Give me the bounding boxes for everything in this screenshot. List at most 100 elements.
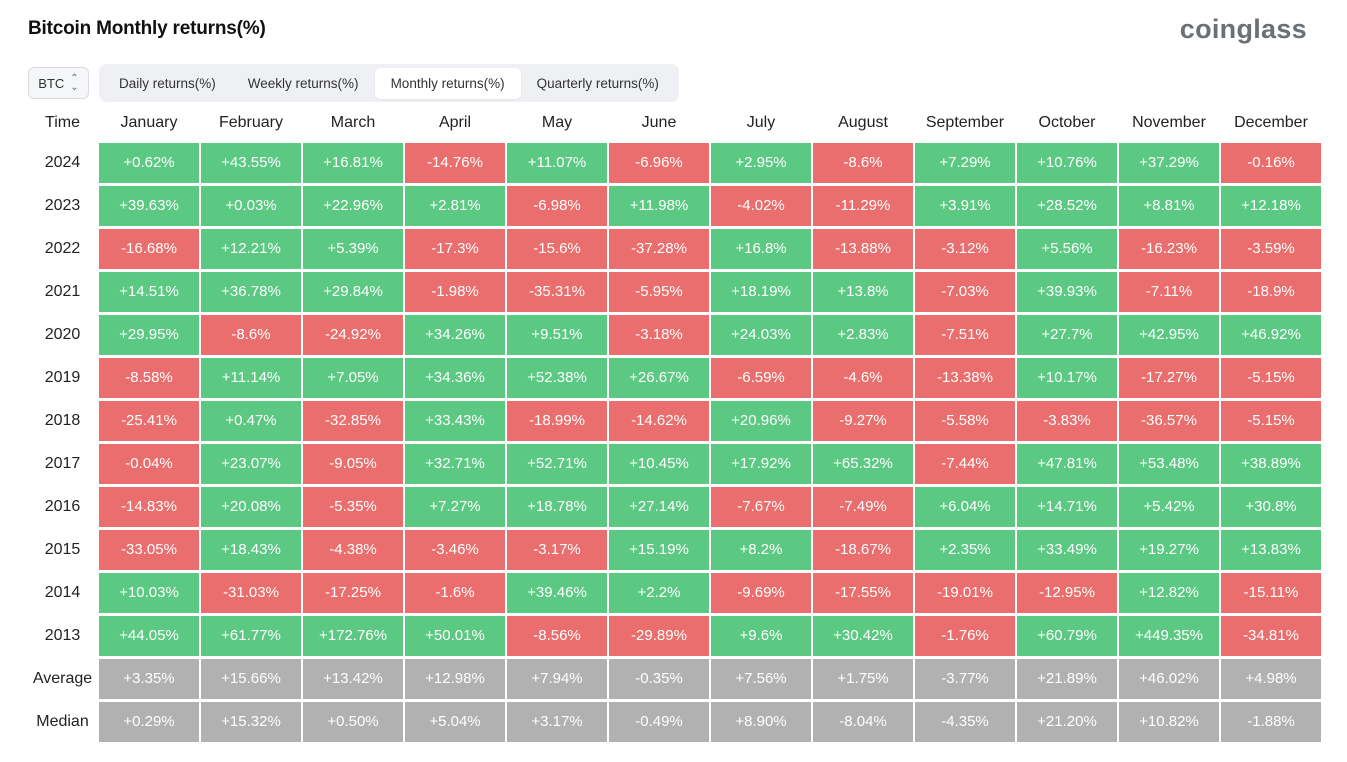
return-cell: +33.49% xyxy=(1017,530,1117,570)
year-row-label: 2016 xyxy=(44,498,81,515)
year-row-label: 2015 xyxy=(44,541,81,558)
return-cell: -34.81% xyxy=(1221,616,1321,656)
return-cell: +11.14% xyxy=(201,358,301,398)
return-cell: -37.28% xyxy=(609,229,709,269)
return-cell: +33.43% xyxy=(405,401,505,441)
column-header-month: February xyxy=(218,114,284,131)
return-cell: -1.6% xyxy=(405,573,505,613)
return-cell: +12.21% xyxy=(201,229,301,269)
return-cell: +29.95% xyxy=(99,315,199,355)
return-cell: +16.81% xyxy=(303,143,403,183)
return-cell: -11.29% xyxy=(813,186,913,226)
return-cell: -29.89% xyxy=(609,616,709,656)
return-cell: -4.6% xyxy=(813,358,913,398)
tab-quarterly-returns[interactable]: Quarterly returns(%) xyxy=(536,75,659,91)
return-cell: -12.95% xyxy=(1017,573,1117,613)
column-header-month: November xyxy=(1132,114,1206,131)
return-cell: +2.2% xyxy=(609,573,709,613)
return-cell: +7.27% xyxy=(405,487,505,527)
return-cell: +50.01% xyxy=(405,616,505,656)
return-cell: -6.96% xyxy=(609,143,709,183)
return-cell: -17.27% xyxy=(1119,358,1219,398)
return-cell: -14.83% xyxy=(99,487,199,527)
return-cell: -3.46% xyxy=(405,530,505,570)
year-row-label: 2020 xyxy=(44,326,81,343)
return-cell: +11.07% xyxy=(507,143,607,183)
return-cell: +43.55% xyxy=(201,143,301,183)
return-cell: +14.71% xyxy=(1017,487,1117,527)
summary-cell: +15.32% xyxy=(201,702,301,742)
return-cell: -0.16% xyxy=(1221,143,1321,183)
return-cell: +13.83% xyxy=(1221,530,1321,570)
return-cell: +26.67% xyxy=(609,358,709,398)
year-row-label: 2019 xyxy=(44,369,81,386)
summary-cell: +0.29% xyxy=(99,702,199,742)
return-cell: +11.98% xyxy=(609,186,709,226)
tab-weekly-returns[interactable]: Weekly returns(%) xyxy=(247,75,359,91)
return-cell: -6.98% xyxy=(507,186,607,226)
summary-cell: +3.17% xyxy=(507,702,607,742)
return-cell: +5.39% xyxy=(303,229,403,269)
return-cell: +28.52% xyxy=(1017,186,1117,226)
return-cell: -18.99% xyxy=(507,401,607,441)
return-cell: +34.26% xyxy=(405,315,505,355)
return-cell: +29.84% xyxy=(303,272,403,312)
return-cell: +2.95% xyxy=(711,143,811,183)
return-cell: -17.55% xyxy=(813,573,913,613)
return-cell: -7.51% xyxy=(915,315,1015,355)
return-cell: +15.19% xyxy=(609,530,709,570)
return-cell: -1.76% xyxy=(915,616,1015,656)
return-cell: -8.56% xyxy=(507,616,607,656)
return-cell: -1.98% xyxy=(405,272,505,312)
return-cell: -8.6% xyxy=(201,315,301,355)
return-cell: +2.81% xyxy=(405,186,505,226)
summary-cell: +12.98% xyxy=(405,659,505,699)
return-cell: -5.15% xyxy=(1221,358,1321,398)
summary-cell: +1.75% xyxy=(813,659,913,699)
return-cell: +44.05% xyxy=(99,616,199,656)
return-cell: -15.11% xyxy=(1221,573,1321,613)
summary-cell: +7.94% xyxy=(507,659,607,699)
column-header-month: May xyxy=(541,114,573,131)
return-cell: +60.79% xyxy=(1017,616,1117,656)
year-row-label: 2024 xyxy=(44,154,81,171)
return-cell: -16.68% xyxy=(99,229,199,269)
asset-select-value: BTC xyxy=(38,75,65,91)
return-cell: +3.91% xyxy=(915,186,1015,226)
return-cell: +22.96% xyxy=(303,186,403,226)
returns-table: Time January February March April May June July… xyxy=(28,106,1321,742)
return-cell: -8.6% xyxy=(813,143,913,183)
summary-cell: +3.35% xyxy=(99,659,199,699)
return-cell: +19.27% xyxy=(1119,530,1219,570)
return-cell: +53.48% xyxy=(1119,444,1219,484)
tab-monthly-returns[interactable]: Monthly returns(%) xyxy=(374,67,521,99)
return-cell: +46.92% xyxy=(1221,315,1321,355)
return-cell: +13.8% xyxy=(813,272,913,312)
return-cell: -3.83% xyxy=(1017,401,1117,441)
return-cell: -5.95% xyxy=(609,272,709,312)
column-header-month: September xyxy=(925,114,1005,131)
return-cell: +5.56% xyxy=(1017,229,1117,269)
year-row-label: 2023 xyxy=(44,197,81,214)
tab-daily-returns[interactable]: Daily returns(%) xyxy=(119,75,216,91)
return-cell: +12.82% xyxy=(1119,573,1219,613)
return-cell: -19.01% xyxy=(915,573,1015,613)
return-cell: +18.19% xyxy=(711,272,811,312)
asset-select[interactable]: BTC ⌃ ⌄ xyxy=(28,67,89,99)
return-cell: -17.25% xyxy=(303,573,403,613)
return-cell: -4.02% xyxy=(711,186,811,226)
return-cell: +5.42% xyxy=(1119,487,1219,527)
column-header-time: Time xyxy=(45,114,80,131)
return-cell: -14.62% xyxy=(609,401,709,441)
return-cell: -5.15% xyxy=(1221,401,1321,441)
return-cell: -17.3% xyxy=(405,229,505,269)
year-row-label: 2017 xyxy=(44,455,81,472)
return-cell: -5.35% xyxy=(303,487,403,527)
return-cell: +12.18% xyxy=(1221,186,1321,226)
return-cell: +36.78% xyxy=(201,272,301,312)
return-cell: -7.67% xyxy=(711,487,811,527)
year-row-label: 2014 xyxy=(44,584,81,601)
return-cell: +37.29% xyxy=(1119,143,1219,183)
return-cell: +38.89% xyxy=(1221,444,1321,484)
return-cell: +20.08% xyxy=(201,487,301,527)
